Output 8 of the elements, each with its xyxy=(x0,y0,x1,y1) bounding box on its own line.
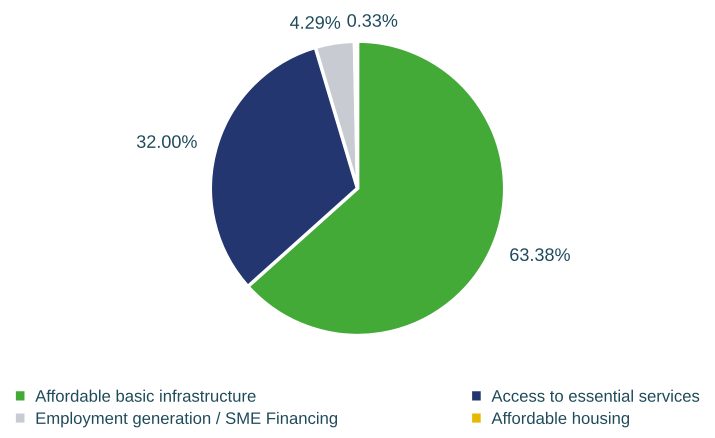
data-label: 63.38% xyxy=(510,248,570,262)
legend-label: Access to essential services xyxy=(491,390,700,402)
legend-label: Employment generation / SME Financing xyxy=(36,412,338,428)
legend-label: Affordable housing xyxy=(491,412,630,428)
data-label: 32.00% xyxy=(136,135,197,148)
data-label: 0.33% xyxy=(347,14,398,27)
legend-label: Affordable basic infrastructure xyxy=(35,390,256,402)
data-label: 4.29% xyxy=(290,16,340,29)
